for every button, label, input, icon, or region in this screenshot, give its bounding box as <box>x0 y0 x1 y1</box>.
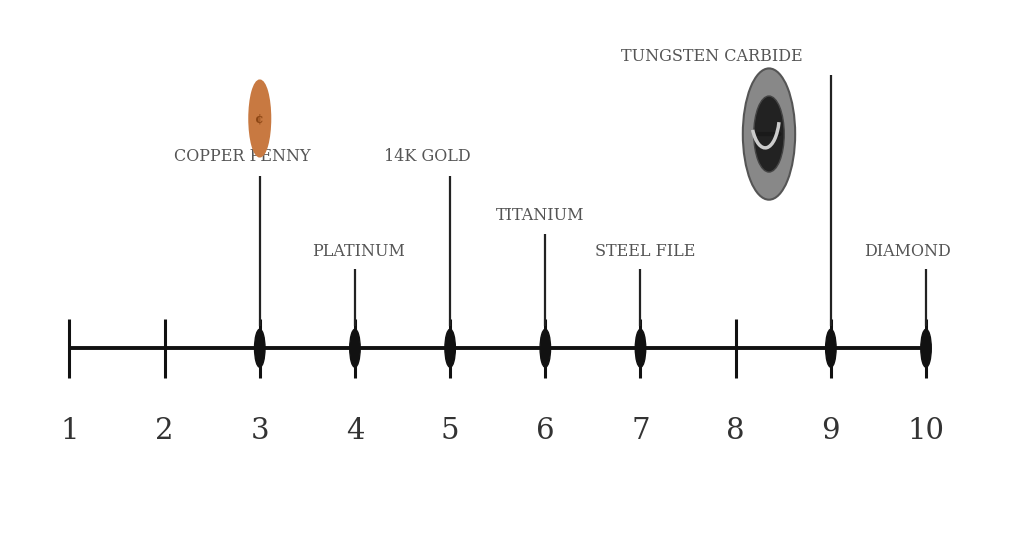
Circle shape <box>540 329 551 367</box>
Text: 9: 9 <box>821 417 840 445</box>
Text: TUNGSTEN CARBIDE: TUNGSTEN CARBIDE <box>622 48 803 65</box>
Circle shape <box>350 329 360 367</box>
Ellipse shape <box>742 68 796 200</box>
Text: 3: 3 <box>251 417 269 445</box>
Text: ¢: ¢ <box>255 112 264 125</box>
Text: COPPER PENNY: COPPER PENNY <box>174 148 310 165</box>
Text: 1: 1 <box>60 417 79 445</box>
Text: 4: 4 <box>346 417 365 445</box>
Circle shape <box>444 329 456 367</box>
Circle shape <box>255 329 265 367</box>
Text: STEEL FILE: STEEL FILE <box>595 243 695 260</box>
Circle shape <box>635 329 646 367</box>
Text: PLATINUM: PLATINUM <box>312 243 406 260</box>
Text: 5: 5 <box>441 417 460 445</box>
Circle shape <box>921 329 931 367</box>
Circle shape <box>825 329 836 367</box>
Text: DIAMOND: DIAMOND <box>864 243 951 260</box>
Text: 7: 7 <box>631 417 650 445</box>
Text: TITANIUM: TITANIUM <box>496 207 585 224</box>
Text: 2: 2 <box>156 417 174 445</box>
Text: 6: 6 <box>536 417 555 445</box>
Ellipse shape <box>754 96 784 172</box>
Text: 14K GOLD: 14K GOLD <box>384 148 470 165</box>
Circle shape <box>249 81 270 156</box>
Text: 8: 8 <box>726 417 745 445</box>
Text: 10: 10 <box>907 417 944 445</box>
